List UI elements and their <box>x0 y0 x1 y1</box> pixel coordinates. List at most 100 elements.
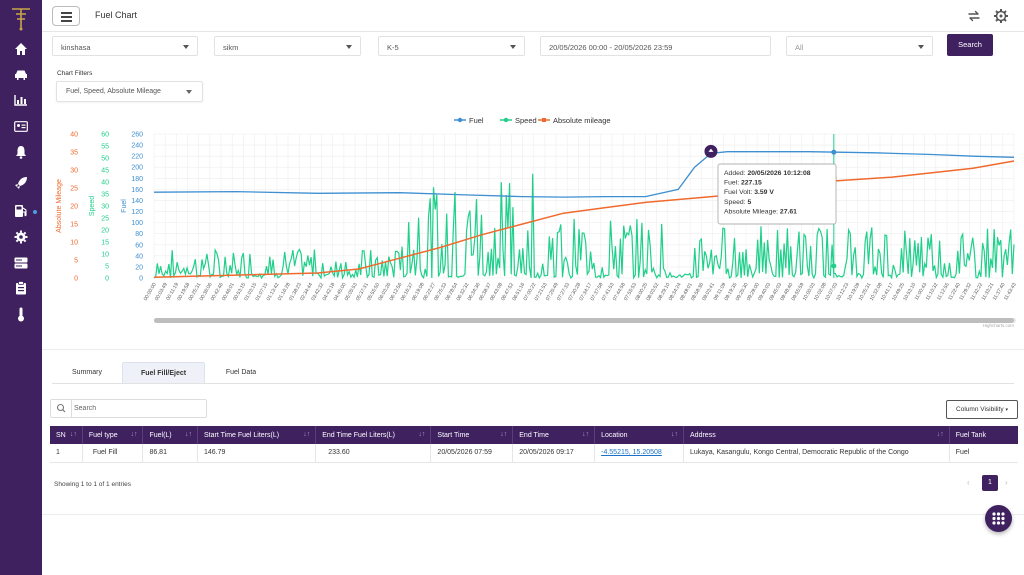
server-icon[interactable] <box>12 254 30 272</box>
arrow-up-icon <box>708 148 714 152</box>
y-tick-mileage: 15 <box>70 222 78 229</box>
sort-icon[interactable]: ↓↑ <box>936 431 944 438</box>
swap-icon[interactable] <box>966 8 982 24</box>
search-button[interactable]: Search <box>947 34 993 56</box>
brand-logo <box>12 8 30 31</box>
chevron-down-icon <box>183 45 189 49</box>
gear-icon[interactable] <box>12 228 30 246</box>
branch-select-value: sikm <box>223 43 239 52</box>
y-tick-fuel: 0 <box>139 276 143 283</box>
id-card-icon[interactable] <box>12 117 30 135</box>
bell-icon[interactable] <box>12 143 30 161</box>
all-select[interactable]: All <box>786 36 933 56</box>
pager-next-icon[interactable]: › <box>1005 478 1008 487</box>
x-axis-labels: 00:00:0000:03:4900:11:1900:19:5800:25:31… <box>143 282 1018 302</box>
column-header-address[interactable]: Address ↓↑ <box>683 426 950 444</box>
tooltip-row: Absolute Mileage: 27.61 <box>724 208 797 215</box>
tab-fuel-data[interactable]: Fuel Data <box>225 369 257 376</box>
y-tick-mileage: 0 <box>74 276 78 283</box>
apps-grid-icon <box>992 512 1005 525</box>
city-select[interactable]: kinshasa <box>52 36 198 56</box>
car-icon[interactable] <box>12 66 30 84</box>
legend-label-fuel: Fuel <box>469 116 484 125</box>
chevron-down-icon <box>510 45 516 49</box>
pager-prev-icon[interactable]: ‹ <box>967 478 970 487</box>
location-link[interactable]: -4.55215, 15.20508 <box>601 449 662 457</box>
bar-chart-icon[interactable] <box>12 91 30 109</box>
cell-fuel-tank: Fuel <box>949 444 1018 463</box>
search-input[interactable] <box>74 402 204 415</box>
vehicle-select-value: K-5 <box>387 43 399 52</box>
y-tick-fuel: 100 <box>131 220 143 227</box>
search-icon <box>51 400 72 417</box>
footer-divider <box>42 514 1024 515</box>
chart-filter-select[interactable]: Fuel, Speed, Absolute Mileage <box>56 81 203 102</box>
home-icon[interactable] <box>12 40 30 58</box>
y-tick-speed: 45 <box>101 168 109 175</box>
y-tick-speed: 55 <box>101 144 109 151</box>
sort-icon[interactable]: ↓↑ <box>500 431 508 438</box>
tab-bar: Summary Fuel Fill/Eject Fuel Data <box>42 362 1024 384</box>
chevron-down-icon <box>186 90 192 94</box>
chart-credits[interactable]: Highcharts.com <box>983 323 1015 328</box>
column-header-fuel-tank[interactable]: Fuel Tank <box>949 426 1018 444</box>
sort-icon[interactable]: ↓↑ <box>418 431 426 438</box>
tooltip-label: Speed: <box>724 199 747 206</box>
column-header-sn[interactable]: SN ↓↑ <box>50 426 83 444</box>
sort-icon[interactable]: ↓↑ <box>185 431 193 438</box>
legend-marker-speed <box>503 117 509 123</box>
y-tick-fuel: 80 <box>135 231 143 238</box>
settings-icon[interactable] <box>993 8 1009 24</box>
apps-grid-button[interactable] <box>985 505 1012 532</box>
column-header-end-time[interactable]: End Time ↓↑ <box>512 426 596 444</box>
rocket-icon[interactable] <box>12 174 30 192</box>
legend-marker-fuel <box>457 117 463 123</box>
y-tick-mileage: 10 <box>70 240 78 247</box>
sort-icon[interactable]: ↓↑ <box>582 431 590 438</box>
tabs-underline <box>52 383 1014 384</box>
column-visibility-label: Column Visibility <box>956 406 1004 413</box>
column-header-end-liters[interactable]: End Time Fuel Liters(L) ↓↑ <box>315 426 432 444</box>
chart-scrollbar-thumb[interactable] <box>154 318 1014 323</box>
clipboard-icon[interactable] <box>12 279 30 297</box>
sort-icon[interactable]: ↓↑ <box>671 431 679 438</box>
entries-info: Showing 1 to 1 of 1 entries <box>54 481 131 488</box>
column-header-location[interactable]: Location ↓↑ <box>594 426 685 444</box>
tooltip-value: 227.15 <box>741 180 762 187</box>
tab-summary[interactable]: Summary <box>72 369 102 376</box>
column-header-fuel-l[interactable]: Fuel(L) ↓↑ <box>142 426 199 444</box>
sort-icon[interactable]: ↓↑ <box>69 431 77 438</box>
fuel-chart[interactable]: Fuel Speed Absolute mileage 40 35 30 25 20 15 10… <box>42 104 1024 330</box>
sort-icon[interactable]: ↓↑ <box>130 431 138 438</box>
chart-legend[interactable]: Fuel Speed Absolute mileage <box>454 116 611 125</box>
cell-sn: 1 <box>50 444 83 463</box>
menu-toggle-button[interactable] <box>52 6 80 26</box>
caret-down-icon: ▾ <box>1005 407 1008 413</box>
tab-fuel-fill-eject[interactable]: Fuel Fill/Eject <box>122 362 205 384</box>
column-header-fuel-type[interactable]: Fuel type ↓↑ <box>82 426 144 444</box>
legend-label-speed: Speed <box>515 116 537 125</box>
date-range-value: 20/05/2026 00:00 - 20/05/2026 23:59 <box>549 43 673 52</box>
vehicle-select[interactable]: K-5 <box>378 36 525 56</box>
column-visibility-button[interactable]: Column Visibility ▾ <box>946 400 1018 419</box>
table-search <box>50 399 207 418</box>
fuel-hover-marker <box>831 149 837 155</box>
tooltip-box <box>717 163 837 225</box>
column-header-start-liters[interactable]: Start Time Fuel Liters(L) ↓↑ <box>197 426 317 444</box>
y-tick-speed: 0 <box>105 276 109 283</box>
fuel-pump-icon[interactable] <box>12 202 30 220</box>
cell-fuel-type: Fuel Fill <box>82 444 144 463</box>
thermometer-icon[interactable] <box>12 305 30 323</box>
pager-page-button[interactable]: 1 <box>982 475 998 491</box>
branch-select[interactable]: sikm <box>214 36 361 56</box>
date-range-input[interactable]: 20/05/2026 00:00 - 20/05/2026 23:59 <box>540 36 771 56</box>
legend-label-mileage: Absolute mileage <box>553 116 611 125</box>
tooltip-value: 27.61 <box>780 208 797 215</box>
y-tick-mileage: 35 <box>70 150 78 157</box>
sort-icon[interactable]: ↓↑ <box>303 431 311 438</box>
y-tick-fuel: 40 <box>135 253 143 260</box>
column-header-start-time[interactable]: Start Time ↓↑ <box>430 426 514 444</box>
fuel-fill-table: SN ↓↑ Fuel type ↓↑ Fuel(L) ↓↑ Start Time Fu… <box>50 426 1018 463</box>
y-tick-mileage: 5 <box>74 258 78 265</box>
